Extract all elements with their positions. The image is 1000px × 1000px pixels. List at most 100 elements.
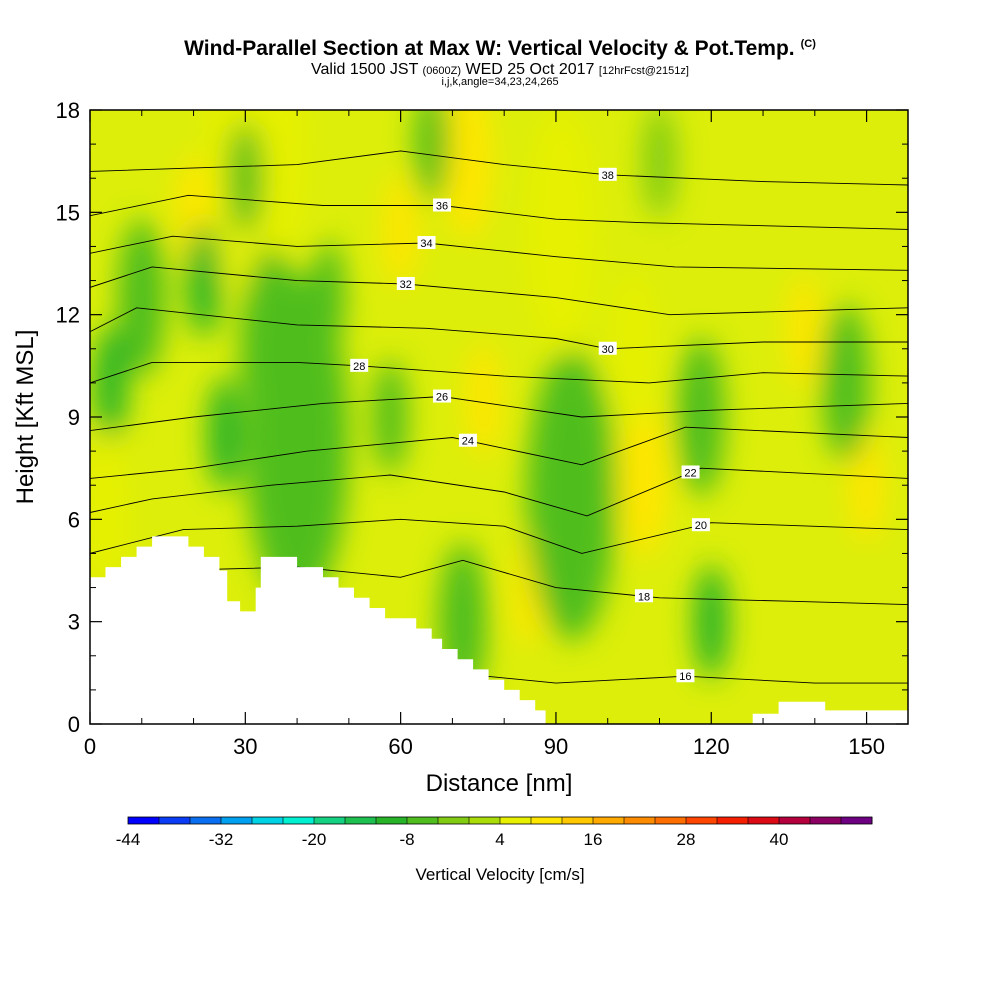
contour-label-bg xyxy=(417,236,436,250)
contour-label-bg xyxy=(433,389,452,403)
updraft-cell xyxy=(443,110,492,241)
colorbar-swatch xyxy=(748,817,780,824)
contour-label: 18 xyxy=(638,591,650,603)
colorbar-swatch xyxy=(655,817,687,824)
downdraft-cell xyxy=(240,247,303,450)
colorbar-swatch xyxy=(407,817,439,824)
velocity-level xyxy=(117,218,166,377)
downdraft-cell xyxy=(186,223,221,338)
terrain-mask xyxy=(90,536,908,724)
contour-label-bg xyxy=(634,589,653,603)
colorbar-swatch xyxy=(810,817,842,824)
contour-label-bg xyxy=(681,465,700,479)
colorbar-swatch xyxy=(624,817,656,824)
velocity-level xyxy=(849,428,884,543)
contour-label-bg xyxy=(598,341,617,355)
contour-label: 36 xyxy=(436,201,448,213)
contour-label: 16 xyxy=(679,671,691,683)
contour-label: 26 xyxy=(436,392,448,404)
contour-label-bg xyxy=(350,358,369,372)
colorbar-swatch xyxy=(593,817,625,824)
colorbar-swatch xyxy=(717,817,749,824)
downdraft-cell xyxy=(117,218,166,377)
colorbar-swatch xyxy=(469,817,501,824)
velocity-field xyxy=(90,110,884,701)
colorbar-label: 16 xyxy=(584,830,603,849)
velocity-level xyxy=(466,342,501,457)
chart-indices: i,j,k,angle=34,23,24,265 xyxy=(441,76,559,88)
theta-labels: 16 18 20 22 24 26 28 30 32 34 36 38 xyxy=(350,167,710,683)
velocity-level xyxy=(90,433,130,592)
colorbar-label: 4 xyxy=(495,830,504,849)
velocity-level xyxy=(414,110,449,202)
x-tick-label: 60 xyxy=(388,734,412,759)
velocity-level xyxy=(373,360,408,474)
contour-label-bg xyxy=(598,167,617,181)
colorbar-label: -20 xyxy=(302,830,327,849)
updraft-cell xyxy=(90,433,130,592)
contour-label: 20 xyxy=(695,520,707,532)
y-tick-label: 6 xyxy=(68,507,80,532)
y-tick-label: 9 xyxy=(68,405,80,430)
colorbar-label: 40 xyxy=(770,830,789,849)
x-tick-label: 120 xyxy=(693,734,730,759)
contour-label: 28 xyxy=(353,361,365,373)
x-tick-label: 30 xyxy=(233,734,257,759)
velocity-level xyxy=(443,110,492,241)
colorbar-swatch xyxy=(221,817,253,824)
y-tick-label: 18 xyxy=(56,98,80,123)
velocity-level xyxy=(523,110,600,353)
colorbar-swatch xyxy=(562,817,594,824)
velocity-level xyxy=(787,274,822,389)
velocity-level xyxy=(642,110,677,219)
contour-label-bg xyxy=(676,669,695,683)
theta-contour xyxy=(90,426,908,479)
contour-label: 22 xyxy=(684,468,696,480)
colorbar: -44 -32 -20 -8 4 16 28 40 xyxy=(116,816,873,849)
downdraft-cell xyxy=(311,240,346,355)
contour-label-bg xyxy=(396,276,415,290)
colorbar-swatch xyxy=(376,817,408,824)
contour-label: 38 xyxy=(602,170,614,182)
velocity-level xyxy=(383,172,418,287)
velocity-level xyxy=(609,269,658,428)
contour-label: 24 xyxy=(462,436,474,448)
y-tick-label: 0 xyxy=(68,712,80,737)
theta-contour xyxy=(90,307,908,350)
theta-contour xyxy=(90,361,908,384)
contour-label: 30 xyxy=(602,344,614,356)
colorbar-label: -32 xyxy=(209,830,234,849)
chart-title: Wind-Parallel Section at Max W: Vertical… xyxy=(184,37,816,60)
colorbar-label: -44 xyxy=(116,830,141,849)
updraft-cell xyxy=(787,274,822,389)
downdraft-cell xyxy=(228,121,263,236)
downdraft-cell xyxy=(821,303,870,462)
colorbar-swatch xyxy=(841,817,873,824)
velocity-level xyxy=(526,350,617,641)
updraft-cell xyxy=(609,269,658,428)
chart-subtitle: Valid 1500 JST (0600Z) WED 25 Oct 2017 [… xyxy=(311,61,689,78)
x-tick-label: 0 xyxy=(84,734,96,759)
colorbar-title: Vertical Velocity [cm/s] xyxy=(415,865,584,884)
colorbar-swatch xyxy=(283,817,315,824)
theta-contour xyxy=(90,150,908,186)
velocity-level xyxy=(311,240,346,355)
downdraft-cell xyxy=(526,350,617,641)
downdraft-cell xyxy=(207,377,242,492)
updraft-cell xyxy=(466,342,501,457)
colorbar-swatch xyxy=(438,817,470,824)
colorbar-swatch xyxy=(779,817,811,824)
copyright-mark: (C) xyxy=(800,38,816,50)
velocity-level xyxy=(93,325,128,440)
colorbar-label: 28 xyxy=(677,830,696,849)
updraft-cell xyxy=(619,399,668,558)
downdraft-cell xyxy=(642,110,677,219)
contour-label-bg xyxy=(433,198,452,212)
colorbar-swatch xyxy=(190,817,222,824)
colorbar-swatch xyxy=(128,817,160,824)
x-tick-label: 150 xyxy=(848,734,885,759)
x-axis-label: Distance [nm] xyxy=(426,770,573,797)
updraft-cell xyxy=(523,110,600,353)
